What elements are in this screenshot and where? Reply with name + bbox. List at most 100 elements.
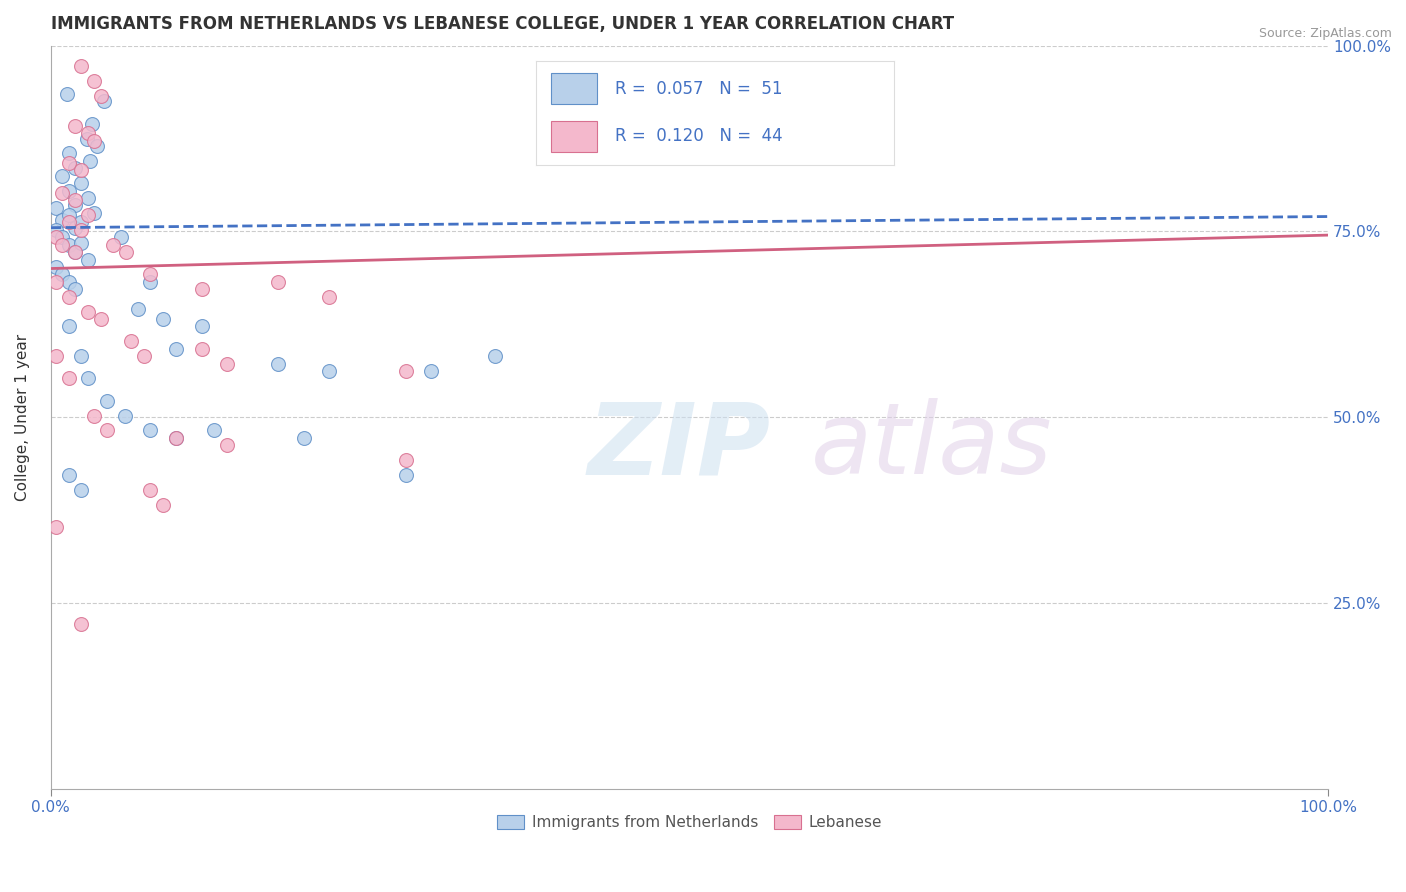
Point xyxy=(110,230,132,244)
Point xyxy=(90,312,112,326)
Point xyxy=(51,230,73,244)
Point xyxy=(63,245,86,260)
Point xyxy=(77,191,100,205)
Point xyxy=(127,302,149,317)
Point xyxy=(190,342,212,356)
Point xyxy=(63,282,86,296)
Point xyxy=(70,163,93,178)
Point xyxy=(132,349,155,363)
Point xyxy=(115,245,138,260)
Point xyxy=(484,349,506,363)
Point xyxy=(395,453,418,467)
Point xyxy=(139,483,162,497)
Point xyxy=(139,275,162,289)
Y-axis label: College, Under 1 year: College, Under 1 year xyxy=(15,334,30,500)
Legend: Immigrants from Netherlands, Lebanese: Immigrants from Netherlands, Lebanese xyxy=(491,809,889,837)
Point xyxy=(58,156,80,170)
Point xyxy=(45,230,67,244)
Point xyxy=(139,268,162,282)
Point xyxy=(83,74,105,88)
Point xyxy=(420,364,443,378)
Point xyxy=(70,215,93,229)
Point xyxy=(165,431,187,445)
Point xyxy=(83,409,105,423)
Point xyxy=(77,126,100,140)
Point xyxy=(83,134,105,148)
Point xyxy=(63,193,86,207)
Point xyxy=(70,60,93,74)
Point xyxy=(70,616,93,631)
Point xyxy=(51,268,73,282)
Point xyxy=(190,282,212,296)
Point xyxy=(139,424,162,438)
Point xyxy=(114,409,136,423)
Point xyxy=(58,290,80,304)
Point xyxy=(63,198,86,212)
Point xyxy=(45,223,67,237)
Point xyxy=(45,349,67,363)
Point xyxy=(51,237,73,252)
Point xyxy=(56,87,79,101)
Point xyxy=(93,95,115,109)
Point xyxy=(96,424,118,438)
Point xyxy=(77,371,100,385)
Point xyxy=(70,235,93,250)
Point xyxy=(70,483,93,497)
Point xyxy=(79,153,101,168)
Point xyxy=(190,319,212,334)
Point xyxy=(63,119,86,133)
Point xyxy=(740,96,762,111)
Point xyxy=(80,117,103,131)
Point xyxy=(45,260,67,274)
Point xyxy=(58,184,80,198)
Text: atlas: atlas xyxy=(811,399,1053,495)
Point xyxy=(51,186,73,200)
Point xyxy=(70,349,93,363)
Point xyxy=(58,215,80,229)
Point xyxy=(70,176,93,190)
Point xyxy=(152,312,174,326)
Text: Source: ZipAtlas.com: Source: ZipAtlas.com xyxy=(1258,27,1392,40)
Point xyxy=(76,131,98,145)
Point xyxy=(202,424,225,438)
Point xyxy=(103,237,125,252)
Point xyxy=(395,468,418,483)
Point xyxy=(152,498,174,512)
Point xyxy=(165,342,187,356)
Point xyxy=(58,275,80,289)
Point xyxy=(63,245,86,260)
Point xyxy=(90,89,112,103)
Point xyxy=(58,371,80,385)
Point xyxy=(70,223,93,237)
Point xyxy=(58,237,80,252)
Point xyxy=(318,364,340,378)
Text: ZIP: ZIP xyxy=(588,399,770,495)
Point xyxy=(120,334,142,349)
Point xyxy=(86,139,108,153)
Point xyxy=(165,431,187,445)
Point xyxy=(77,304,100,318)
Point xyxy=(83,206,105,220)
Point xyxy=(318,290,340,304)
Point xyxy=(395,364,418,378)
Point xyxy=(77,208,100,222)
Point xyxy=(45,201,67,215)
Text: IMMIGRANTS FROM NETHERLANDS VS LEBANESE COLLEGE, UNDER 1 YEAR CORRELATION CHART: IMMIGRANTS FROM NETHERLANDS VS LEBANESE … xyxy=(51,15,953,33)
Point xyxy=(58,208,80,222)
Point xyxy=(63,220,86,235)
Point xyxy=(267,275,290,289)
Point xyxy=(267,357,290,371)
Point xyxy=(45,275,67,289)
Point xyxy=(292,431,315,445)
Point xyxy=(63,161,86,176)
Point xyxy=(96,393,118,408)
Point xyxy=(217,438,239,452)
Point xyxy=(58,146,80,161)
Point xyxy=(77,252,100,267)
Point xyxy=(217,357,239,371)
Point xyxy=(51,213,73,227)
Point xyxy=(45,520,67,534)
Point xyxy=(51,169,73,183)
Point xyxy=(58,319,80,334)
Point xyxy=(58,468,80,483)
